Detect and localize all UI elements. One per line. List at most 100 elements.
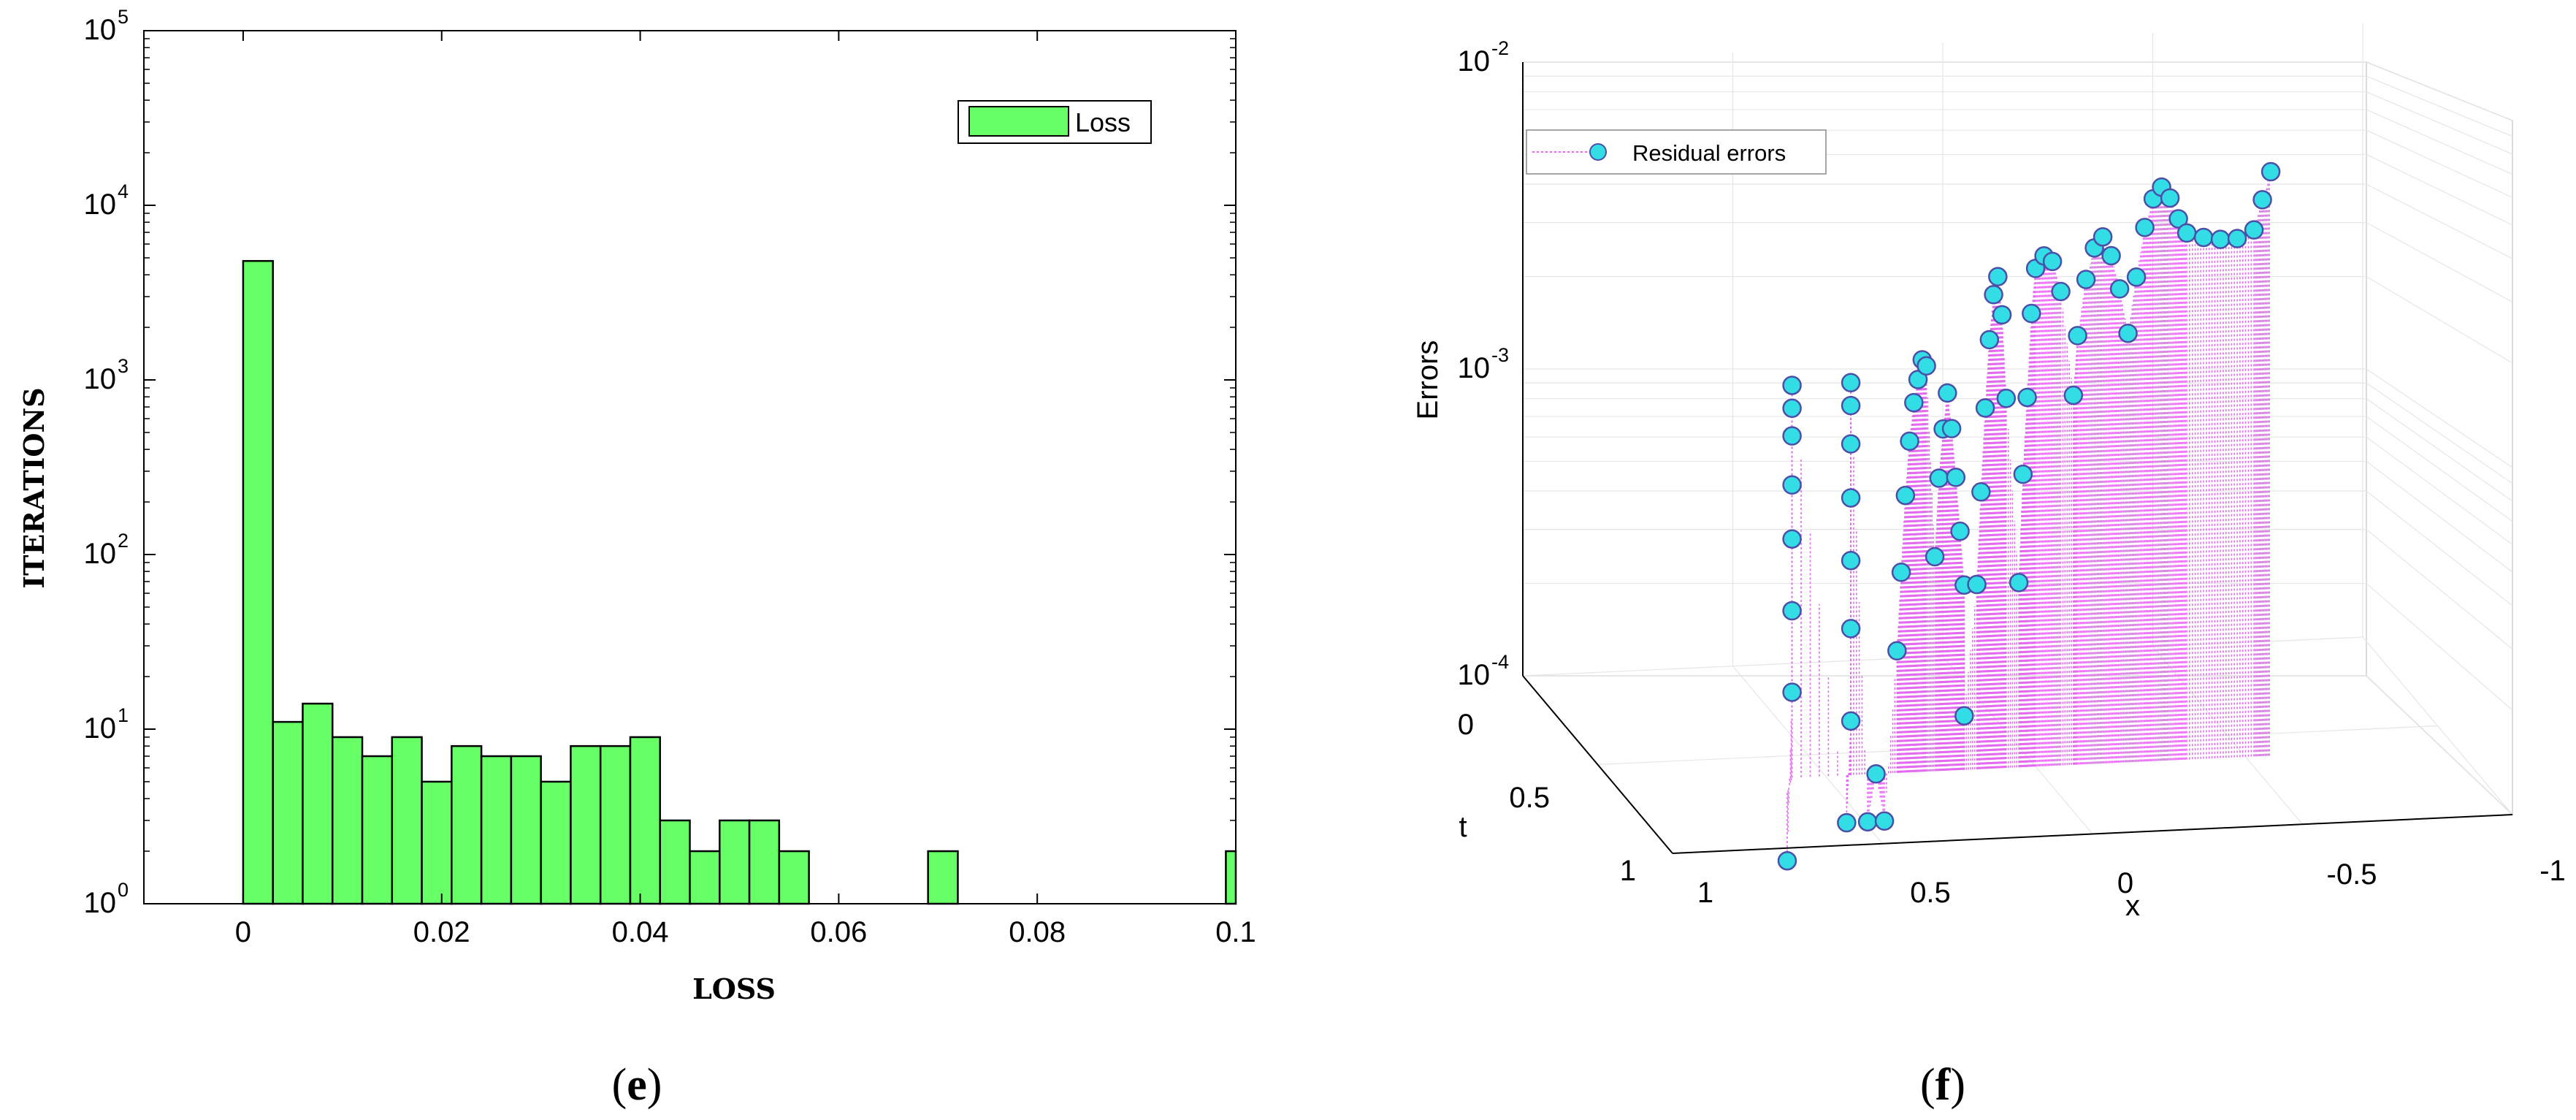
legend: Loss xyxy=(958,100,1152,144)
residual-point xyxy=(2076,270,2096,289)
histogram-bar xyxy=(421,780,453,905)
residual-point xyxy=(1866,763,1886,784)
t-tick-label: 0.5 xyxy=(1509,782,1550,814)
residual-point xyxy=(1782,475,1802,495)
residual-point xyxy=(1979,329,2000,350)
grid-line-z-side xyxy=(2366,129,2513,198)
svg-text:1: 1 xyxy=(118,704,129,726)
axes-box-3d xyxy=(1522,61,2514,854)
grid-line-z-side xyxy=(2366,675,2513,815)
histogram-bar xyxy=(748,819,781,905)
grid-line-z-side xyxy=(2366,153,2513,226)
grid-line-z-side xyxy=(2366,222,2513,302)
t-axis-line xyxy=(1522,675,1673,854)
histogram-bar xyxy=(242,259,274,905)
x-tick-label: 1 xyxy=(1697,877,1713,909)
x-tick-label: 0.5 xyxy=(1910,877,1951,909)
residual-point xyxy=(1908,370,1928,389)
x-tick-label: 0.04 xyxy=(612,916,669,948)
x-tick-label: -0.5 xyxy=(2327,858,2377,891)
histogram-bar xyxy=(480,755,513,905)
residual-point xyxy=(2017,387,2037,408)
residual-point xyxy=(2068,326,2087,346)
residual-point xyxy=(1954,706,1974,725)
histogram-bar xyxy=(570,744,602,905)
histogram-bar xyxy=(689,850,721,905)
residual-point xyxy=(1950,521,1970,541)
residual-point xyxy=(2210,229,2231,249)
residual-point xyxy=(1841,619,1861,639)
residual-point xyxy=(1996,389,2017,408)
residual-point xyxy=(2126,267,2147,287)
y-tick-label: 10 4 xyxy=(84,180,129,221)
y-tick-label: 10 3 xyxy=(84,355,129,395)
grid-line-z-side xyxy=(2366,460,2513,573)
grid-line-z-side xyxy=(2366,109,2513,175)
z-tick-label: 10 -2 xyxy=(1458,37,1510,77)
residual-point xyxy=(1841,395,1861,416)
svg-text:10: 10 xyxy=(84,538,117,570)
axis-ticks xyxy=(144,30,1237,904)
residual-point xyxy=(1777,850,1797,871)
residual-point xyxy=(1841,434,1861,454)
x-tick-label: 0.08 xyxy=(1009,916,1066,948)
x-tick-label: 0 xyxy=(235,916,251,948)
residual-point xyxy=(1967,574,1987,595)
residual-point xyxy=(1782,529,1802,549)
histogram-bar xyxy=(391,736,423,905)
axis-lines xyxy=(1522,62,2513,854)
legend-marker-sample xyxy=(1589,143,1607,161)
residual-point xyxy=(2092,226,2113,247)
x-tick-label: 0.1 xyxy=(1215,916,1256,948)
grid-line-z-side xyxy=(2366,416,2513,522)
grid-line-z-side xyxy=(2366,529,2513,649)
svg-text:10: 10 xyxy=(84,363,117,395)
histogram-bar xyxy=(510,755,542,905)
grid-line-z-side xyxy=(2366,398,2513,502)
x-tick-label: -1 xyxy=(2539,855,2566,887)
residual-point xyxy=(1975,398,1995,418)
legend: Residual errors xyxy=(1526,129,1827,175)
t-tick-label: 0 xyxy=(1458,709,1474,741)
histogram-bar xyxy=(778,850,810,905)
z-tick-label: 10 -4 xyxy=(1458,651,1510,691)
histogram-bar xyxy=(1225,850,1237,905)
residual-point xyxy=(1874,811,1895,831)
y-axis-title: ITERATIONS xyxy=(18,387,50,588)
caption-f: (f) xyxy=(1920,1060,1965,1110)
residual-point xyxy=(2022,303,2041,324)
z-axis-title: Errors xyxy=(1412,340,1444,420)
x-axis-title: LOSS xyxy=(692,972,776,1005)
plot-frame xyxy=(143,30,1237,904)
residual-point xyxy=(2193,227,2214,248)
residual-point xyxy=(2227,229,2247,248)
floor-frame xyxy=(1522,675,2514,854)
svg-text:10: 10 xyxy=(1458,352,1491,384)
residual-point xyxy=(2051,281,2071,302)
residual-point xyxy=(1895,485,1916,506)
y-tick-label: 10 2 xyxy=(84,530,129,570)
residual-point xyxy=(2176,223,2197,243)
histogram-bar xyxy=(659,819,691,905)
residual-point xyxy=(1891,563,1911,582)
histogram-bar xyxy=(361,755,394,905)
svg-text:5: 5 xyxy=(118,6,129,28)
legend-swatch-loss xyxy=(968,106,1069,137)
residual-point xyxy=(1841,488,1861,508)
panel-f-3d-residuals: 10-410-310-2 00.51 1 0.5 0 -0.5 -1 Errors t … xyxy=(1412,23,2566,1110)
y-tick-label: 10 0 xyxy=(84,879,129,919)
svg-text:10: 10 xyxy=(1458,659,1491,691)
svg-text:4: 4 xyxy=(118,180,129,202)
residual-points xyxy=(1777,161,2281,871)
histogram-bar xyxy=(540,780,572,905)
t-axis-title: t xyxy=(1459,811,1467,843)
residual-point xyxy=(1837,812,1857,833)
residual-point xyxy=(2260,161,2281,182)
residual-point xyxy=(1988,267,2008,286)
svg-text:10: 10 xyxy=(1458,45,1491,77)
residual-point xyxy=(1938,383,1957,403)
right-wall-frame xyxy=(2366,61,2513,816)
x-tick-labels: 1 0.5 0 -0.5 -1 xyxy=(1697,855,2566,909)
residual-point xyxy=(2009,573,2029,593)
